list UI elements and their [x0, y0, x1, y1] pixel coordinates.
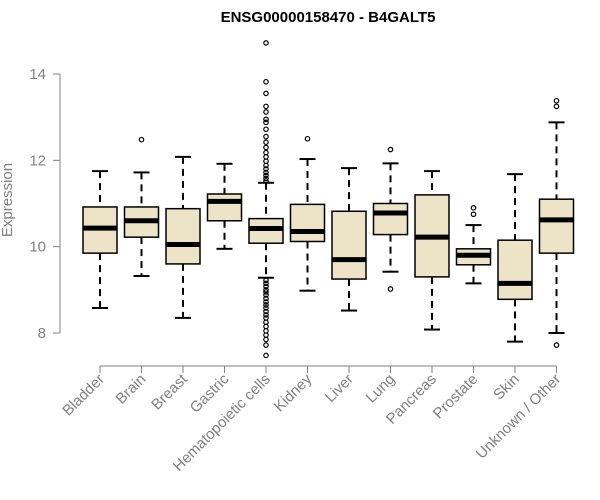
outlier-point: [263, 172, 269, 179]
box-kidney: [289, 135, 326, 292]
x-tick-label: Prostate: [430, 371, 482, 423]
box-lung: [372, 146, 409, 292]
y-axis-label: Expression: [0, 163, 16, 237]
box-brain: [123, 136, 160, 278]
box-unknown-other: [538, 97, 575, 348]
y-tick-label: 8: [38, 325, 46, 342]
outlier-point: [263, 336, 269, 343]
outlier-point: [263, 126, 269, 133]
box-hematopoietic-cells: [248, 40, 284, 359]
iqr-box: [538, 198, 575, 254]
y-tick-label: 10: [29, 239, 46, 256]
iqr-box: [289, 203, 326, 243]
y-tick-label: 14: [29, 66, 46, 83]
outlier-point: [263, 103, 269, 110]
outlier-point: [263, 352, 269, 359]
outlier-point: [263, 175, 269, 182]
outlier-point: [263, 299, 269, 305]
x-tick-label: Breast: [148, 370, 191, 413]
outlier-point: [263, 289, 269, 295]
outlier-point: [263, 342, 269, 348]
x-tick-label: Liver: [322, 371, 357, 406]
outlier-point: [263, 139, 269, 146]
iqr-box: [165, 207, 201, 265]
iqr-box: [372, 202, 409, 236]
outlier-point: [263, 116, 269, 123]
iqr-box: [331, 210, 367, 280]
outlier-point: [263, 109, 269, 115]
outlier-point: [263, 90, 269, 97]
outlier-point: [470, 211, 477, 218]
outlier-point: [263, 178, 269, 184]
outlier-point: [263, 292, 269, 298]
x-tick-label: Brain: [113, 371, 150, 408]
outlier-point: [263, 287, 269, 293]
outlier-point: [263, 277, 269, 284]
outlier-point: [263, 78, 269, 85]
outlier-point: [263, 40, 269, 46]
outlier-point: [263, 169, 269, 176]
axes-layer: 8 10 12 14: [29, 66, 557, 373]
chart-title: ENSG00000158470 - B4GALT5: [221, 9, 436, 26]
outlier-point: [263, 312, 269, 318]
box-prostate: [455, 205, 492, 285]
outlier-point: [263, 280, 269, 287]
outlier-point: [263, 166, 269, 172]
iqr-box: [206, 193, 243, 222]
outlier-point: [263, 144, 269, 151]
box-pancreas: [414, 170, 450, 331]
outlier-point: [263, 302, 269, 308]
outlier-point: [387, 286, 394, 292]
box-skin: [497, 173, 533, 343]
x-tick-label: Skin: [490, 371, 523, 404]
x-tick-label: Kidney: [271, 370, 316, 415]
box-liver: [331, 167, 367, 312]
outlier-point: [263, 133, 269, 140]
outlier-point: [263, 308, 269, 315]
outlier-point: [553, 103, 560, 110]
x-tick-label: Bladder: [59, 371, 108, 420]
outlier-point: [387, 146, 394, 153]
outlier-point: [263, 119, 269, 126]
y-tick-label: 12: [29, 152, 46, 169]
box-gastric: [206, 162, 243, 250]
outlier-point: [263, 283, 269, 290]
outlier-point: [263, 305, 269, 311]
outlier-point: [553, 342, 560, 348]
outlier-point: [263, 162, 269, 169]
x-tick-label: Lung: [363, 371, 399, 407]
outlier-point: [263, 295, 269, 302]
outlier-point: [304, 135, 311, 142]
iqr-box: [497, 239, 533, 301]
outlier-point: [470, 205, 477, 211]
outlier-point: [553, 97, 560, 104]
box-bladder: [82, 170, 118, 309]
box-breast: [165, 155, 201, 319]
boxes-layer: [82, 40, 575, 359]
outlier-point: [138, 136, 145, 143]
